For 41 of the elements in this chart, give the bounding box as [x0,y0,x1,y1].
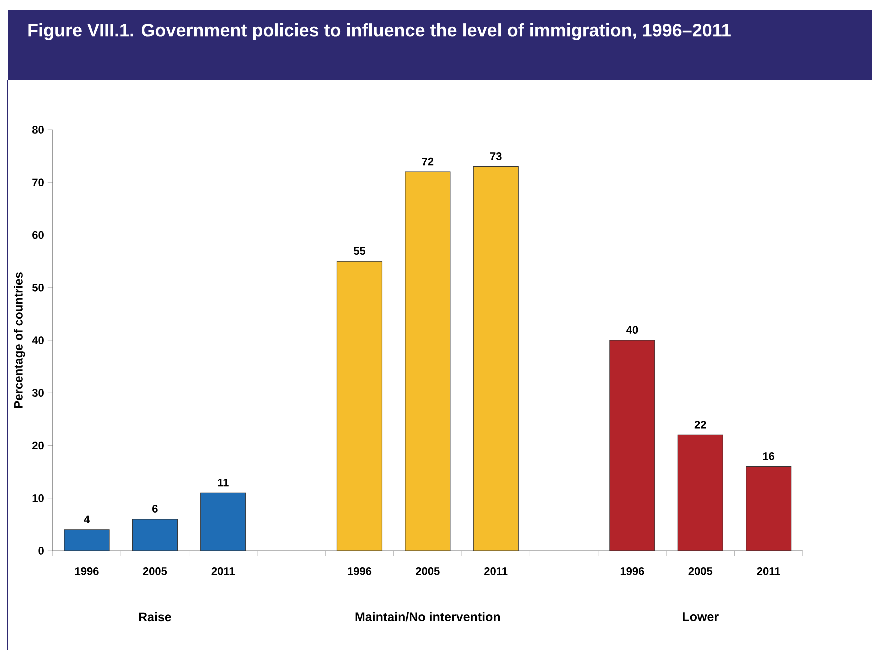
y-tick-label: 30 [32,389,44,398]
bar [405,172,451,552]
bar [746,466,792,552]
x-tick-label: 2011 [212,568,235,576]
y-axis-title: Percentage of countries [14,272,26,408]
y-tick-label: 10 [32,494,44,502]
data-label: 55 [354,247,366,256]
y-tick-label: 50 [32,284,44,292]
text: Raise [139,612,172,622]
bar [64,530,110,552]
y-tick-label: 0 [38,547,44,555]
text: Lower [683,612,719,622]
x-tick-label: 2005 [143,568,168,576]
bar [132,519,178,552]
x-tick-label: 1996 [348,568,372,576]
data-label: 73 [490,152,502,160]
bar [200,492,246,552]
bar [336,261,383,552]
bar [610,340,656,552]
x-tick-label: 2011 [484,568,508,576]
data-label: 6 [152,505,158,513]
data-label: 22 [694,421,706,429]
data-label: 16 [763,452,775,460]
bar [678,434,724,552]
data-label: 40 [626,326,638,334]
y-tick-label: 60 [32,231,44,240]
x-tick-label: 2005 [688,568,713,576]
y-tick-label: 80 [32,126,44,134]
chart-title: Figure VIII.1. Government policies to influence the level of immigration, 1996–2011 [28,24,731,40]
x-tick-label: 2011 [757,568,780,576]
y-tick-label: 70 [32,178,44,187]
text: Maintain/No intervention [356,612,500,622]
data-label: 72 [422,158,434,166]
data-label: 11 [218,479,229,487]
x-tick-label: 1996 [620,568,644,576]
x-tick-label: 2005 [416,568,440,576]
data-label: 4 [84,516,90,524]
y-tick-label: 20 [32,442,44,450]
y-tick-label: 40 [32,336,44,344]
x-tick-label: 1996 [75,568,99,576]
bar [473,166,519,552]
